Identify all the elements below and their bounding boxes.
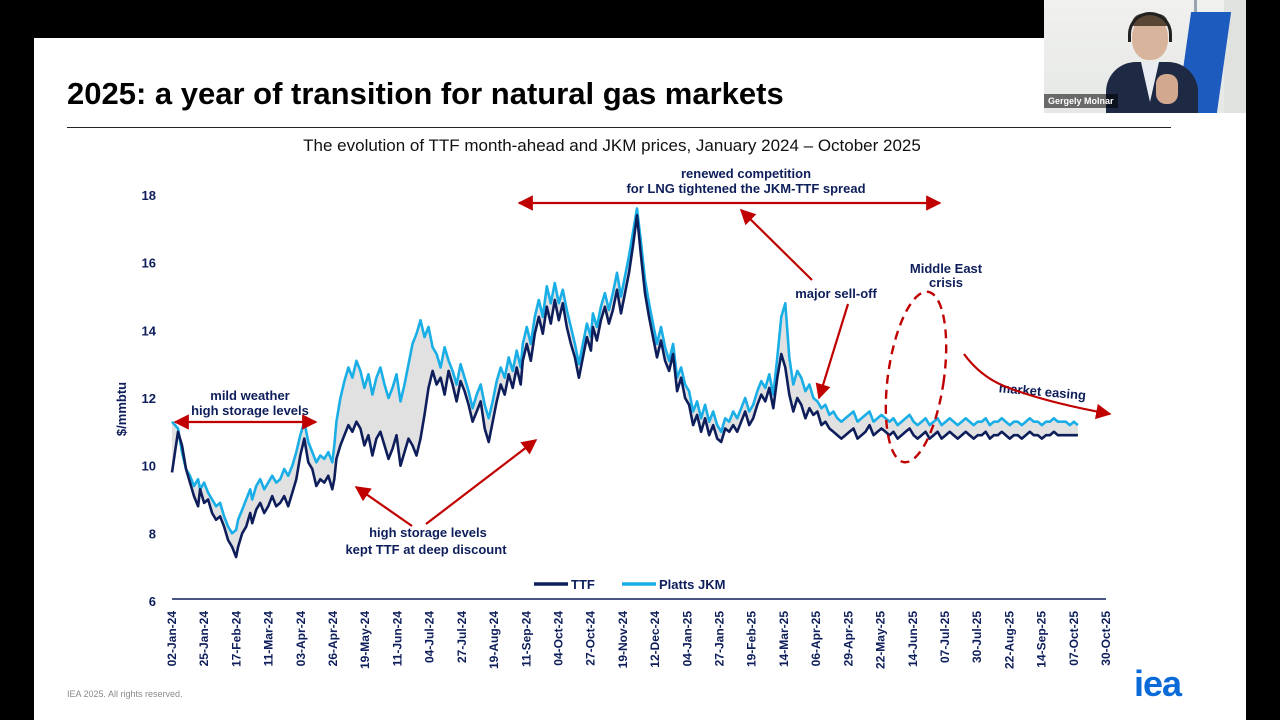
x-tick-label: 02-Jan-24 — [165, 611, 179, 667]
x-tick-label: 27-Jan-25 — [713, 611, 727, 667]
annotation-storage-discount-2: kept TTF at deep discount — [345, 542, 507, 557]
y-tick-label: 8 — [149, 526, 156, 541]
x-tick-label: 04-Jan-25 — [680, 611, 694, 667]
legend: TTF Platts JKM — [534, 577, 725, 592]
x-tick-label: 19-Feb-25 — [745, 611, 759, 667]
x-tick-label: 25-Jan-24 — [197, 611, 211, 667]
x-tick-label: 11-Mar-24 — [262, 611, 276, 667]
iea-logo: iea — [1134, 663, 1182, 704]
x-tick-label: 17-Feb-24 — [229, 611, 243, 667]
x-tick-label: 22-May-25 — [874, 611, 888, 669]
arrow-easing — [963, 353, 1112, 420]
x-tick-label: 11-Sep-24 — [519, 611, 533, 667]
x-tick-label: 30-Oct-25 — [1099, 611, 1113, 666]
title-divider — [67, 127, 1171, 128]
x-tick-label: 12-Dec-24 — [648, 611, 662, 668]
y-tick-label: 10 — [142, 459, 156, 474]
presentation-slide: 2025: a year of transition for natural g… — [34, 38, 1246, 720]
x-tick-label: 19-Aug-24 — [487, 611, 501, 669]
crisis-highlight-ellipse — [884, 290, 948, 464]
speaker-hand — [1156, 74, 1178, 104]
y-tick-label: 12 — [142, 391, 156, 406]
y-tick-label: 18 — [142, 188, 156, 203]
x-tick-label: 14-Mar-25 — [777, 611, 791, 667]
x-tick-label: 06-Apr-25 — [809, 611, 823, 667]
headset-icon — [1128, 12, 1172, 42]
x-tick-label: 19-Nov-24 — [616, 611, 630, 669]
y-tick-label: 6 — [149, 594, 156, 609]
copyright-footer: IEA 2025. All rights reserved. — [67, 689, 183, 699]
x-tick-label: 04-Oct-24 — [551, 611, 565, 666]
x-tick-label: 27-Oct-24 — [584, 611, 598, 666]
x-tick-label: 07-Oct-25 — [1067, 611, 1081, 666]
annotation-storage-discount-1: high storage levels — [369, 525, 487, 540]
y-tick-label: 14 — [142, 323, 157, 338]
annotations: mild weather high storage levels high st… — [173, 166, 1112, 557]
annotation-high-storage: high storage levels — [191, 403, 309, 418]
slide-title: 2025: a year of transition for natural g… — [67, 76, 784, 111]
y-tick-label: 16 — [142, 256, 156, 271]
series-line-platts-jkm — [171, 207, 1079, 535]
annotation-selloff: major sell-off — [795, 286, 877, 301]
y-tick-labels: 6 8 10 12 14 16 18 — [142, 188, 157, 609]
x-tick-label: 30-Jul-25 — [970, 611, 984, 663]
x-tick-label: 07-Jul-25 — [938, 611, 952, 663]
x-tick-labels: 02-Jan-24 25-Jan-24 17-Feb-24 11-Mar-24 03-A… — [165, 611, 1113, 669]
x-tick-label: 26-Apr-24 — [326, 611, 340, 667]
x-tick-label: 03-Apr-24 — [294, 611, 308, 667]
x-tick-label: 29-Apr-25 — [841, 611, 855, 667]
webcam-background — [1224, 0, 1246, 113]
annotation-competition-2: for LNG tightened the JKM-TTF spread — [626, 181, 865, 196]
x-tick-label: 27-Jul-24 — [455, 611, 469, 663]
x-tick-label: 14-Sep-25 — [1035, 611, 1049, 668]
arrow-selloff-up — [739, 208, 813, 281]
x-tick-label: 22-Aug-25 — [1002, 611, 1016, 669]
y-axis-label: $/mmbtu — [114, 382, 129, 436]
arrow-storage-left — [354, 486, 413, 527]
annotation-crisis-2: crisis — [929, 275, 963, 290]
x-tick-label: 11-Jun-24 — [390, 611, 404, 667]
chart-title: The evolution of TTF month-ahead and JKM… — [303, 136, 921, 155]
annotation-crisis-1: Middle East — [910, 261, 983, 276]
annotation-mild-weather: mild weather — [210, 388, 289, 403]
participant-name-label: Gergely Molnar — [1044, 94, 1118, 108]
arrow-selloff-down — [815, 303, 850, 400]
x-tick-label: 14-Jun-25 — [906, 611, 920, 667]
series-line-ttf — [170, 214, 1078, 559]
webcam-video-tile: Gergely Molnar — [1044, 0, 1246, 113]
x-tick-label: 04-Jul-24 — [423, 611, 437, 663]
price-chart: The evolution of TTF month-ahead and JKM… — [114, 136, 1113, 669]
arrow-storage-right — [425, 439, 538, 525]
legend-label-ttf: TTF — [571, 577, 595, 592]
x-tick-label: 19-May-24 — [358, 611, 372, 669]
annotation-competition-1: renewed competition — [681, 166, 811, 181]
legend-label-platts-jkm: Platts JKM — [659, 577, 725, 592]
